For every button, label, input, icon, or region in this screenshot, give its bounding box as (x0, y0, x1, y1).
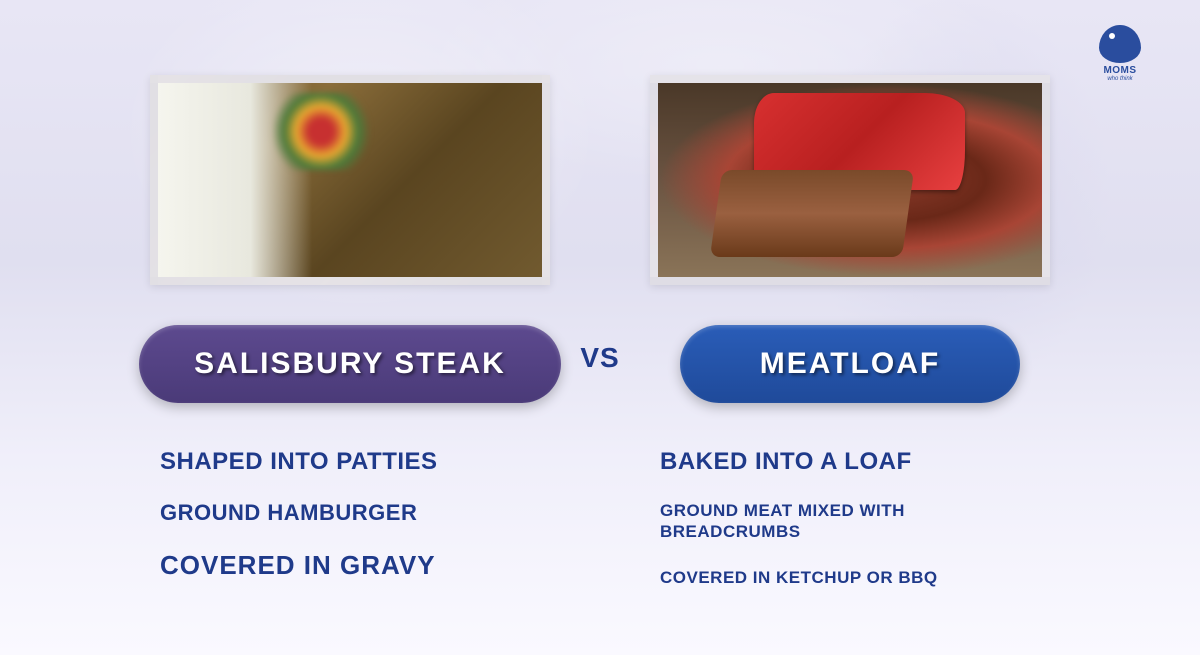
meatloaf-image (650, 75, 1050, 285)
meatloaf-facts-list: BAKED INTO A LOAF GROUND MEAT MIXED WITH… (650, 448, 1050, 612)
salisbury-facts-list: SHAPED INTO PATTIES GROUND HAMBURGER COV… (150, 448, 550, 605)
comparison-container: SALISBURY STEAK SHAPED INTO PATTIES GROU… (0, 0, 1200, 612)
meatloaf-title-pill: MEATLOAF (680, 325, 1020, 403)
right-column: MEATLOAF BAKED INTO A LOAF GROUND MEAT M… (650, 75, 1050, 612)
salisbury-title-pill: SALISBURY STEAK (139, 325, 561, 403)
salisbury-fact-1: SHAPED INTO PATTIES (160, 448, 550, 476)
vs-label: VS (580, 342, 619, 374)
salisbury-steak-image (150, 75, 550, 285)
salisbury-fact-3: COVERED IN GRAVY (160, 550, 550, 581)
left-column: SALISBURY STEAK SHAPED INTO PATTIES GROU… (150, 75, 550, 605)
meatloaf-fact-1: BAKED INTO A LOAF (660, 448, 1050, 476)
salisbury-fact-2: GROUND HAMBURGER (160, 500, 550, 526)
meatloaf-fact-2: GROUND MEAT MIXED WITH BREADCRUMBS (660, 500, 1050, 543)
meatloaf-fact-3: COVERED IN KETCHUP OR BBQ (660, 567, 1050, 588)
